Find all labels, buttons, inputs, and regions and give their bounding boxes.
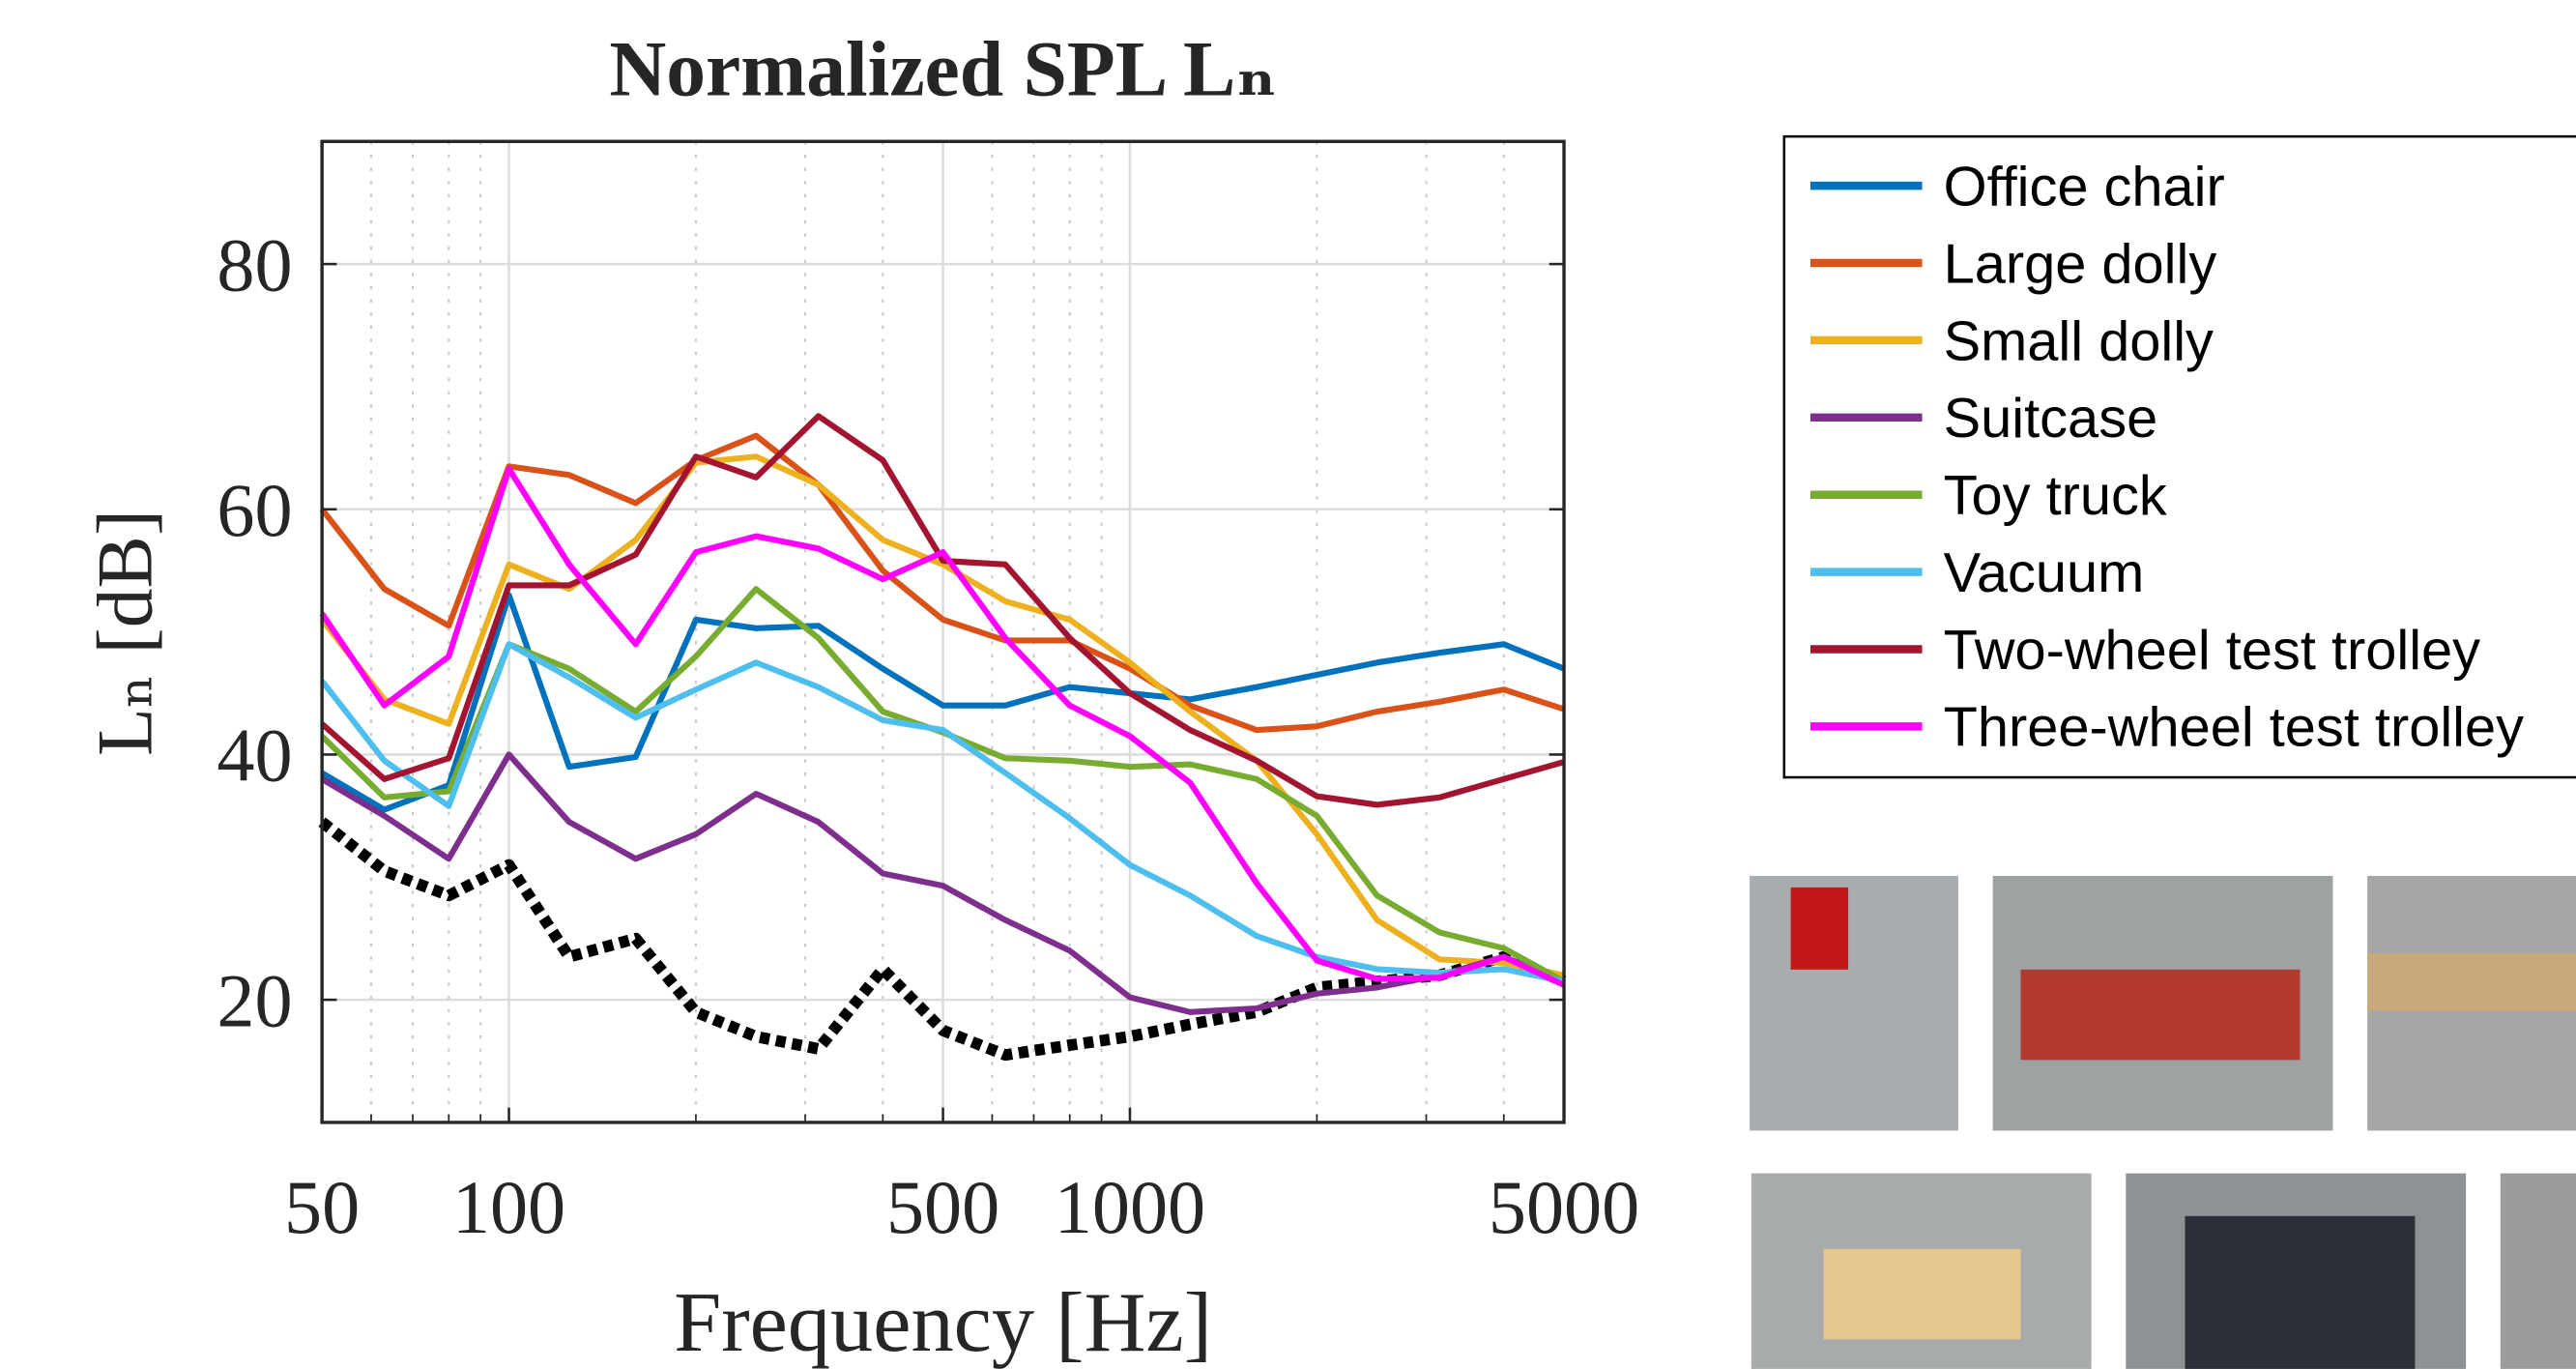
x-tick-label: 1000 [1055, 1165, 1205, 1249]
lines [318, 413, 1567, 1062]
series-line [319, 453, 1565, 978]
legend-label: Suitcase [1944, 388, 2158, 450]
legend-label: Large dolly [1944, 233, 2217, 295]
y-tick-label: 20 [217, 958, 292, 1042]
series-line [319, 641, 1565, 985]
photo [1750, 876, 1958, 1131]
series-line [319, 465, 1566, 988]
legend-label: Small dolly [1944, 310, 2214, 372]
legend-label: Three-wheel test trolley [1944, 697, 2524, 759]
photo-detail [1790, 887, 1849, 970]
legend-label: Office chair [1944, 157, 2225, 218]
x-tick-label: 500 [886, 1165, 999, 1249]
x-axis-label: Frequency [Hz] [674, 1275, 1212, 1369]
chart-title: Normalized SPL Lₙ [609, 25, 1276, 113]
x-tick-label: 50 [284, 1165, 360, 1249]
legend-label: Vacuum [1944, 542, 2145, 604]
photo-detail [2367, 952, 2576, 1011]
legend: Office chair Large dolly Small dolly Suitca… [1782, 134, 2576, 779]
series-line [318, 817, 1567, 1062]
photos [1750, 876, 2576, 1369]
y-tick-label: 40 [217, 714, 292, 798]
photo-detail [1823, 1248, 2021, 1340]
photo-detail [2020, 969, 2301, 1061]
series-line [320, 413, 1565, 808]
legend-label: Two-wheel test trolley [1944, 620, 2481, 682]
grid [320, 141, 1566, 1122]
y-axis-label: Lₙ [dB] [80, 510, 168, 756]
y-tick-label: 60 [217, 468, 292, 552]
x-tick-label: 5000 [1489, 1165, 1639, 1249]
series-line [320, 751, 1566, 1015]
series-line [319, 432, 1565, 734]
x-tick-label: 100 [452, 1165, 565, 1249]
photo [2500, 1173, 2576, 1369]
legend-box [1782, 134, 2576, 779]
ticks: 50 100 500 1000 5000 20 40 60 80 [217, 222, 1639, 1249]
legend-label: Toy truck [1944, 465, 2167, 527]
y-tick-label: 80 [217, 222, 292, 306]
photo-detail [2185, 1215, 2416, 1369]
